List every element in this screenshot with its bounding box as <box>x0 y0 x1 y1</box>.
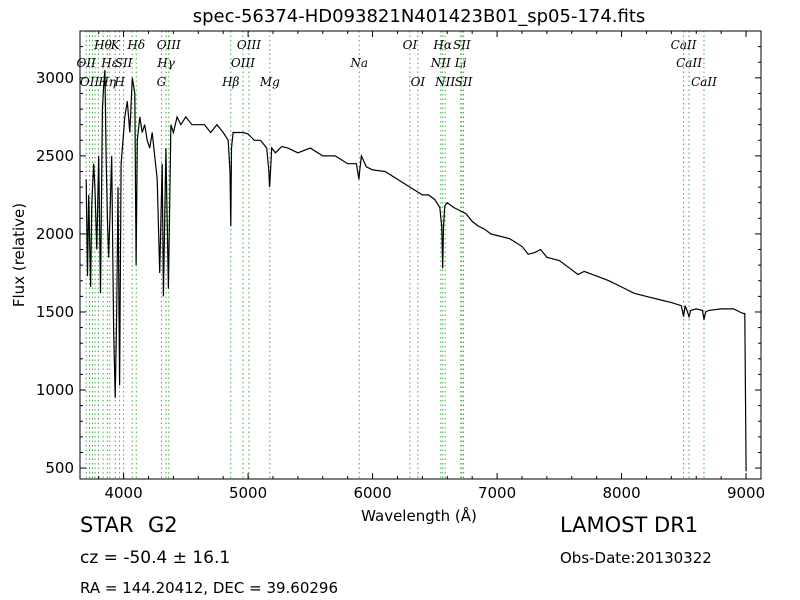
survey-name: LAMOST DR1 <box>560 513 699 537</box>
spectral-line-label: Mg <box>259 75 280 89</box>
x-tick-label: 8000 <box>602 484 640 502</box>
spectral-line-label: G <box>157 75 167 89</box>
spectral-line-label: Hθ <box>93 38 112 52</box>
redshift-cz: cz = -50.4 ± 16.1 <box>80 548 231 568</box>
spectral-line-label: OI <box>403 38 418 52</box>
x-axis-label: Wavelength (Å) <box>361 506 477 525</box>
spectral-line-markers <box>85 31 705 479</box>
observation-date: Obs-Date:20130322 <box>560 549 712 567</box>
spectral-line-label: Hε <box>100 56 118 70</box>
spectral-line-label: OII <box>77 56 97 70</box>
axes: 4000 5000 6000 7000 8000 9000 500 1000 1500 2000 2… <box>36 30 765 502</box>
x-tick-label: 4000 <box>104 484 142 502</box>
spectral-line-label: SII <box>115 56 133 70</box>
spectral-line-label: OIII <box>157 38 181 52</box>
spectral-line-label: Hη <box>97 75 116 89</box>
spectral-line-label: K <box>110 38 121 52</box>
y-tick-label: 1000 <box>36 381 74 399</box>
x-tick-label: 9000 <box>727 484 765 502</box>
y-tick-label: 2500 <box>36 147 74 165</box>
spectral-line-label: SII <box>455 75 473 89</box>
plot-frame <box>79 30 762 480</box>
spectral-line-label: OII <box>80 75 100 89</box>
spectral-line-label: CaII <box>676 56 702 70</box>
y-tick-label: 3000 <box>36 69 74 87</box>
spectral-line-label: CaII <box>671 38 697 52</box>
spectral-line-label: Hγ <box>156 56 175 70</box>
spectral-line-label: NII <box>430 56 451 70</box>
spectral-line-label: NII <box>434 75 455 89</box>
ra-dec-coordinates: RA = 144.20412, DEC = 39.60296 <box>80 579 339 597</box>
spectral-line-labels: OII OII Hθ Hη Hε K H SII Hδ G Hγ OIII Hβ OIII OIII Mg Na… <box>77 38 718 89</box>
chart-title: spec-56374-HD093821N401423B01_sp05-174.f… <box>193 6 646 27</box>
spectrum-series-line <box>85 69 747 472</box>
object-subclass: G2 <box>148 513 178 537</box>
y-tick-label: 2000 <box>36 225 74 243</box>
x-tick-label: 5000 <box>229 484 267 502</box>
spectral-line-label: OIII <box>231 56 255 70</box>
spectral-line-label: Li <box>454 56 467 70</box>
y-tick-label: 1500 <box>36 303 74 321</box>
spectral-line-label: Hδ <box>126 38 145 52</box>
spectral-line-label: H <box>113 75 125 89</box>
spectral-line-label: OI <box>411 75 426 89</box>
x-tick-label: 6000 <box>353 484 391 502</box>
y-axis-label: Flux (relative) <box>10 203 28 307</box>
spectral-line-label: Na <box>349 56 368 70</box>
spectral-line-label: SII <box>453 38 471 52</box>
spectral-line-label: OIII <box>237 38 261 52</box>
spectral-line-label: Hβ <box>221 75 239 89</box>
object-class: STAR <box>80 513 134 537</box>
y-tick-label: 500 <box>45 459 74 477</box>
x-tick-label: 7000 <box>478 484 516 502</box>
spectral-line-label: CaII <box>691 75 717 89</box>
spectral-line-label: Hα <box>432 38 452 52</box>
